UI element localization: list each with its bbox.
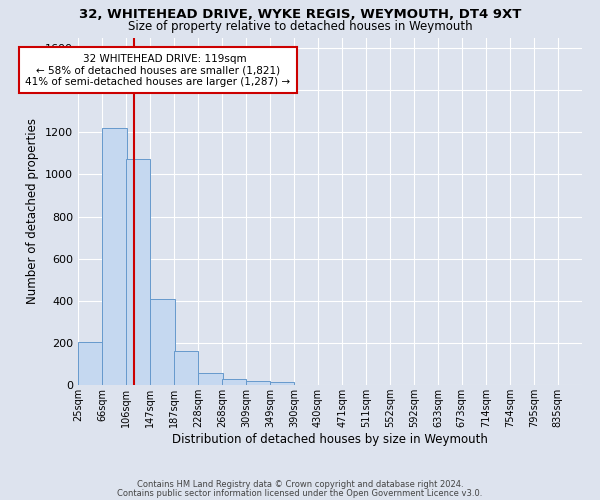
Text: 32, WHITEHEAD DRIVE, WYKE REGIS, WEYMOUTH, DT4 9XT: 32, WHITEHEAD DRIVE, WYKE REGIS, WEYMOUT…	[79, 8, 521, 20]
X-axis label: Distribution of detached houses by size in Weymouth: Distribution of detached houses by size …	[172, 433, 488, 446]
Bar	[198, 374, 223, 385]
Bar	[78, 342, 102, 385]
Text: 32 WHITEHEAD DRIVE: 119sqm
← 58% of detached houses are smaller (1,821)
41% of s: 32 WHITEHEAD DRIVE: 119sqm ← 58% of deta…	[25, 54, 290, 86]
Bar	[222, 380, 246, 385]
Bar	[150, 298, 175, 385]
Bar	[126, 158, 150, 385]
Text: Size of property relative to detached houses in Weymouth: Size of property relative to detached ho…	[128, 20, 472, 33]
Text: Contains public sector information licensed under the Open Government Licence v3: Contains public sector information licen…	[118, 488, 482, 498]
Text: Contains HM Land Registry data © Crown copyright and database right 2024.: Contains HM Land Registry data © Crown c…	[137, 480, 463, 489]
Bar	[246, 382, 271, 385]
Bar	[102, 128, 127, 385]
Y-axis label: Number of detached properties: Number of detached properties	[26, 118, 40, 304]
Bar	[174, 352, 198, 385]
Bar	[270, 382, 294, 385]
